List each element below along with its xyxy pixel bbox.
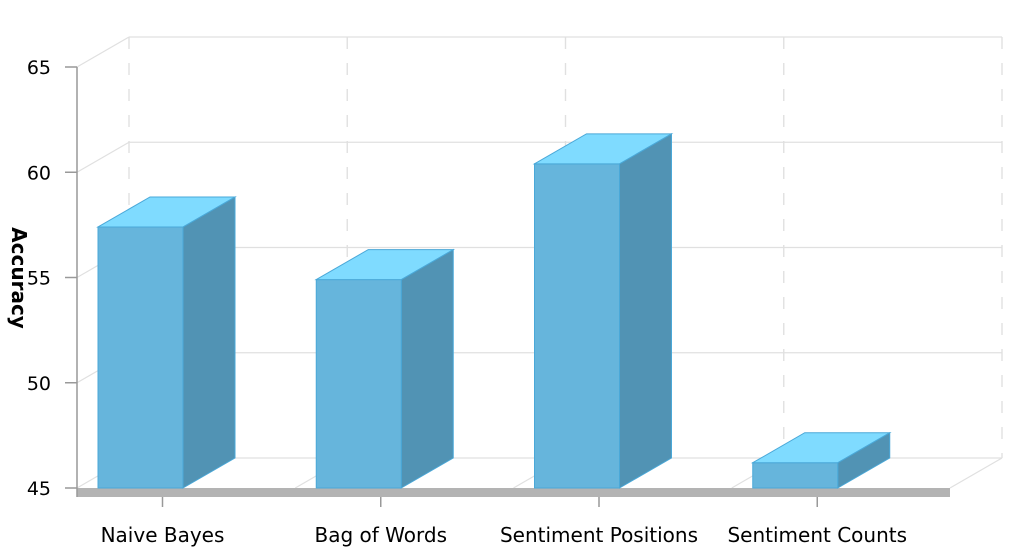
axis-layer: 45 50 55 60 65: [27, 57, 950, 507]
bar-side-face: [182, 196, 236, 489]
x-tick-label: Bag of Words: [315, 523, 448, 547]
bar-front-face: [534, 163, 620, 489]
y-tick-label: 55: [27, 268, 51, 290]
bar-top-face: [314, 249, 456, 281]
bar-side-face: [619, 132, 672, 489]
y-axis-label: Accuracy: [7, 227, 31, 329]
bar-top-face: [532, 133, 674, 165]
floor-diagonal: [949, 457, 1003, 489]
bar-front-face: [752, 462, 839, 489]
chart-floor: [77, 488, 950, 497]
x-tick-label: Sentiment Positions: [500, 523, 698, 547]
x-tick-label: Naive Bayes: [101, 523, 225, 547]
bar-layer: [96, 132, 892, 489]
y-tick-label: 45: [27, 478, 51, 500]
label-layer: Accuracy Naive Bayes Bag of Words Sentimen…: [7, 227, 907, 547]
bar-sentiment-counts: [750, 431, 892, 489]
y-tick-label: 65: [27, 57, 51, 79]
x-tick-label: Sentiment Counts: [727, 523, 907, 547]
bar-top-face: [750, 432, 892, 464]
bar-sentiment-positions: [532, 132, 674, 489]
bar-top-face: [96, 196, 237, 228]
y-tick-label: 60: [27, 162, 51, 184]
bar-front-face: [97, 226, 184, 489]
grid-diagonal: [76, 36, 130, 68]
bar-side-face: [400, 248, 454, 489]
bar-front-face: [315, 279, 402, 489]
bar-bag-of-words: [314, 248, 456, 489]
bar-naive-bayes: [96, 196, 237, 489]
grid-diagonal: [76, 141, 130, 173]
y-tick-label: 50: [27, 373, 51, 395]
